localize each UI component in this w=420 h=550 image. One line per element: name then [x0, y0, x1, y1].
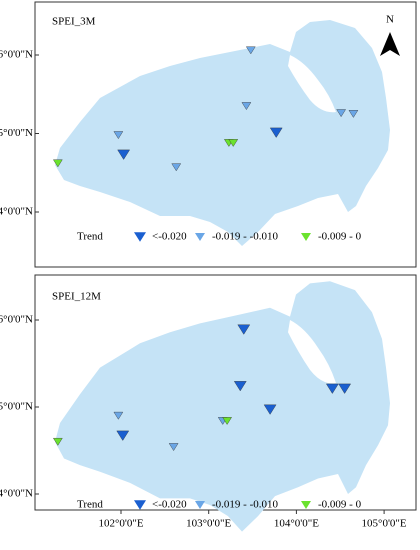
station-marker: [171, 163, 182, 172]
station-marker: [113, 131, 124, 140]
lat-tick-label: 16°0'0"N: [0, 314, 33, 326]
north-label: N: [386, 14, 394, 26]
legend-swatch: [134, 232, 146, 242]
station-marker: [116, 430, 130, 441]
legend-swatch: [195, 233, 205, 241]
station-marker: [168, 443, 179, 451]
station-marker: [245, 46, 256, 55]
station-marker: [52, 438, 63, 446]
legend-label: -0.019 - -0.010: [212, 499, 278, 511]
station-marker: [263, 404, 277, 415]
lon-tick-label: 104°0'0"E: [274, 518, 319, 530]
station-marker: [222, 417, 232, 425]
north-arrow: N: [380, 14, 400, 56]
legend-swatch: [301, 233, 311, 241]
legend-label: -0.009 - 0: [318, 499, 362, 511]
station-marker: [348, 110, 359, 118]
station-marker: [336, 109, 346, 118]
legend-label: <-0.020: [152, 499, 187, 511]
legend-label: <-0.020: [152, 231, 187, 243]
station-marker: [325, 383, 339, 394]
lat-tick-label: 15°0'0"N: [0, 401, 33, 413]
station-marker: [113, 411, 124, 420]
lat-tick-label: 14°0'0"N: [0, 488, 33, 500]
panel-layer: SPEI_3M 16°0'0"N 15°0'0"N 14°0'0"N Trend <-0.…: [0, 16, 362, 243]
legend-label: -0.019 - -0.010: [212, 231, 278, 243]
lat-tick-label: 15°0'0"N: [0, 127, 33, 139]
lon-tick-label: 103°0'0"E: [186, 518, 231, 530]
station-marker: [233, 381, 247, 392]
panel-title: SPEI_3M: [52, 16, 96, 28]
station-marker: [338, 383, 351, 394]
station-marker: [241, 102, 252, 111]
legend-title: Trend: [77, 499, 103, 511]
panel-title: SPEI_12M: [52, 291, 101, 303]
legend-swatch: [301, 501, 311, 509]
station-marker: [117, 149, 130, 160]
legend-swatch: [195, 501, 205, 509]
panel-layer: SPEI_12M 16°0'0"N 15°0'0"N 14°0'0"N Trend <-0…: [0, 291, 362, 511]
lat-tick-label: 14°0'0"N: [0, 206, 33, 218]
panel-frame: [34, 1, 417, 268]
panel-2: [34, 274, 417, 532]
legend-label: -0.009 - 0: [318, 231, 362, 243]
station-marker: [237, 324, 251, 335]
station-marker: [52, 159, 63, 168]
station-marker: [228, 139, 239, 147]
panel-1: N: [34, 1, 417, 268]
lon-tick-label: 105°0'0"E: [362, 518, 407, 530]
lon-tick-label: 102°0'0"E: [98, 518, 143, 530]
basin-area: [55, 281, 390, 532]
legend-swatch: [134, 500, 146, 510]
lat-tick-label: 16°0'0"N: [0, 49, 33, 61]
station-marker: [269, 127, 283, 138]
basin-area: [55, 20, 390, 246]
legend-title: Trend: [77, 231, 103, 243]
